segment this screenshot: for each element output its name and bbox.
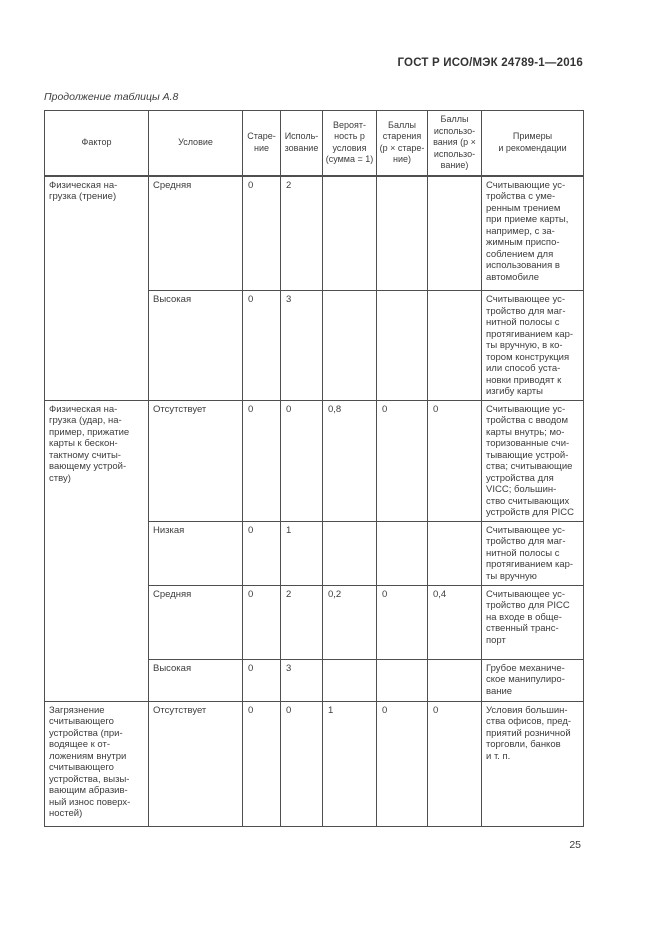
usage-cell: 2 [280, 584, 323, 660]
aging-score-cell [376, 658, 428, 702]
aging-score-cell: 0 [376, 399, 428, 522]
condition-cell: Средняя [148, 584, 243, 660]
aging-score-cell [376, 175, 428, 291]
table-row: Высокая 0 3 Считывающее ус- тройство для… [45, 290, 584, 401]
usage-score-cell: 0 [427, 700, 482, 827]
usage-score-cell [427, 520, 482, 586]
probability-cell [322, 175, 377, 291]
table-row: Низкая 0 1 Считывающее ус- тройство для … [45, 520, 584, 586]
col-header-probability: Вероят- ность р условия (сумма = 1) [322, 110, 377, 177]
col-header-condition: Условие [148, 110, 243, 177]
condition-cell: Отсутствует [148, 399, 243, 522]
factor-cell: Физическая на- грузка (трение) [44, 175, 149, 401]
usage-score-cell [427, 290, 482, 401]
table-row: Средняя 0 2 0,2 0 0,4 Считывающее ус- тр… [45, 584, 584, 660]
factor-cell: Физическая на- грузка (удар, на- пример,… [44, 399, 149, 702]
aging-score-cell [376, 290, 428, 401]
condition-cell: Отсутствует [148, 700, 243, 827]
table-header-row: Фактор Условие Старе- ние Исполь- зовани… [44, 110, 584, 177]
probability-cell: 1 [322, 700, 377, 827]
table-a8: Фактор Условие Старе- ние Исполь- зовани… [44, 110, 584, 827]
usage-cell: 2 [280, 175, 323, 291]
usage-score-cell [427, 658, 482, 702]
aging-cell: 0 [242, 399, 281, 522]
usage-score-cell: 0,4 [427, 584, 482, 660]
usage-score-cell [427, 175, 482, 291]
probability-cell [322, 520, 377, 586]
usage-cell: 1 [280, 520, 323, 586]
examples-cell: Считывающее ус- тройство для маг- нитной… [481, 290, 584, 401]
probability-cell: 0,2 [322, 584, 377, 660]
table-row: Физическая на- грузка (трение) Средняя 0… [44, 175, 584, 401]
col-header-factor: Фактор [44, 110, 149, 177]
col-header-aging: Старе- ние [242, 110, 281, 177]
col-header-aging-score: Баллы старения (р × старе- ние) [376, 110, 428, 177]
aging-score-cell [376, 520, 428, 586]
page-number: 25 [569, 839, 581, 851]
aging-cell: 0 [242, 290, 281, 401]
condition-cell: Высокая [148, 658, 243, 702]
condition-cell: Низкая [148, 520, 243, 586]
aging-cell: 0 [242, 658, 281, 702]
document-title: ГОСТ Р ИСО/МЭК 24789-1—2016 [397, 57, 583, 69]
examples-cell: Считывающее ус- тройство для PICC на вхо… [481, 584, 584, 660]
col-header-examples: Примеры и рекомендации [481, 110, 584, 177]
usage-cell: 3 [280, 658, 323, 702]
aging-score-cell: 0 [376, 584, 428, 660]
aging-score-cell: 0 [376, 700, 428, 827]
condition-cell: Средняя [148, 175, 243, 291]
table-row: Высокая 0 3 Грубое механиче- ское манипу… [45, 658, 584, 702]
examples-cell: Считывающие ус- тройства с вводом карты … [481, 399, 584, 522]
col-header-usage-score: Баллы использо- вания (р × использо- ван… [427, 110, 482, 177]
col-header-usage: Исполь- зование [280, 110, 323, 177]
table-row: Физическая на- грузка (удар, на- пример,… [44, 399, 584, 702]
usage-cell: 3 [280, 290, 323, 401]
table-row: Загрязнение считывающего устройства (при… [44, 700, 584, 827]
examples-cell: Грубое механиче- ское манипулиро- вание [481, 658, 584, 702]
aging-cell: 0 [242, 700, 281, 827]
usage-cell: 0 [280, 399, 323, 522]
usage-score-cell: 0 [427, 399, 482, 522]
usage-cell: 0 [280, 700, 323, 827]
factor-cell: Загрязнение считывающего устройства (при… [44, 700, 149, 827]
examples-cell: Считывающее ус- тройство для маг- нитной… [481, 520, 584, 586]
aging-cell: 0 [242, 584, 281, 660]
probability-cell [322, 658, 377, 702]
examples-cell: Условия большин- ства офисов, пред- прия… [481, 700, 584, 827]
probability-cell [322, 290, 377, 401]
aging-cell: 0 [242, 175, 281, 291]
table-caption: Продолжение таблицы А.8 [44, 91, 179, 103]
aging-cell: 0 [242, 520, 281, 586]
examples-cell: Считывающие ус- тройства с уме- ренным т… [481, 175, 584, 291]
probability-cell: 0,8 [322, 399, 377, 522]
condition-cell: Высокая [148, 290, 243, 401]
